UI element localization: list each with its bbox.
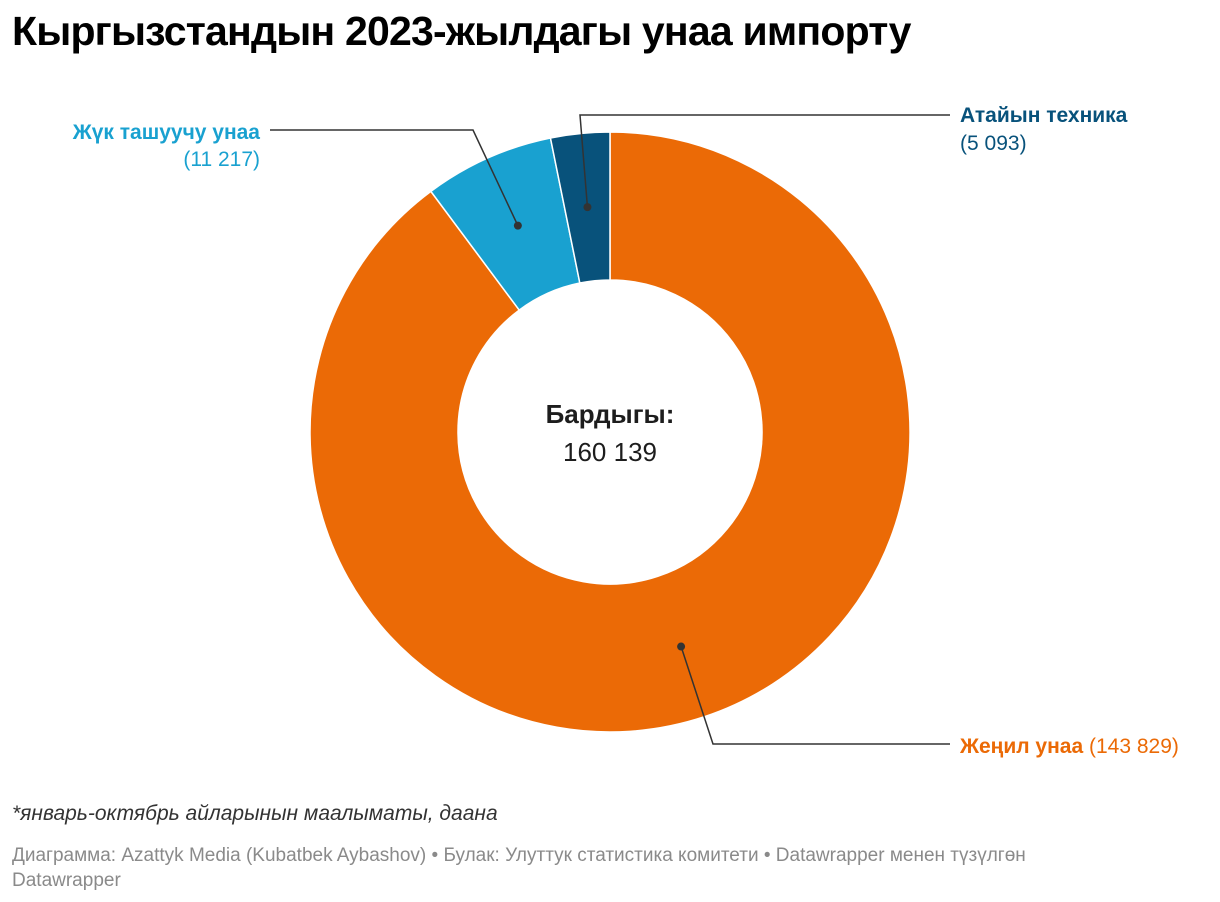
slice-special[interactable] (549, 131, 611, 284)
center-total-value: 160 139 (563, 437, 657, 467)
leader-trucks (270, 129, 519, 226)
source-line: Диаграмма: Azattyk Media (Kubatbek Aybas… (12, 843, 1212, 893)
slice-label-cars-name: Жеңил унаа (959, 735, 1083, 758)
slice-label-special-value: (5 093) (960, 132, 1027, 155)
slice-cars[interactable] (309, 131, 911, 733)
footnote: *январь-октябрь айларынын маалыматы, даа… (12, 802, 498, 825)
leader-cars-dot (677, 642, 686, 651)
donut-slices (309, 131, 911, 733)
chart-title: Кыргызстандын 2023-жылдагы унаа импорту (12, 8, 911, 54)
slice-label-cars: Жеңил унаа (143 829) (959, 735, 1179, 758)
chart-credit: Диаграмма: Azattyk Media (Kubatbek Aybas… (12, 845, 427, 866)
slice-label-trucks-value: (11 217) (183, 148, 260, 171)
leader-cars (680, 646, 950, 745)
slice-label-special-name: Атайын техника (960, 104, 1128, 127)
center-total-label: Бардыгы: (546, 399, 675, 429)
leader-trucks-dot (513, 221, 522, 230)
separator-dot: • (431, 845, 439, 866)
made-with-credit: Datawrapper менен түзүлгөн (775, 845, 1026, 866)
datawrapper-logo[interactable]: Datawrapper (12, 870, 121, 891)
leader-lines (270, 114, 950, 745)
slice-label-trucks-name: Жүк ташуучу унаа (72, 121, 261, 144)
slice-label-cars-value: 143 829 (1096, 735, 1172, 758)
leader-special (579, 114, 950, 208)
separator-dot: • (763, 845, 771, 866)
data-source: Булак: Улуттук статистика комитети (443, 845, 759, 866)
leader-special-dot (583, 203, 592, 212)
